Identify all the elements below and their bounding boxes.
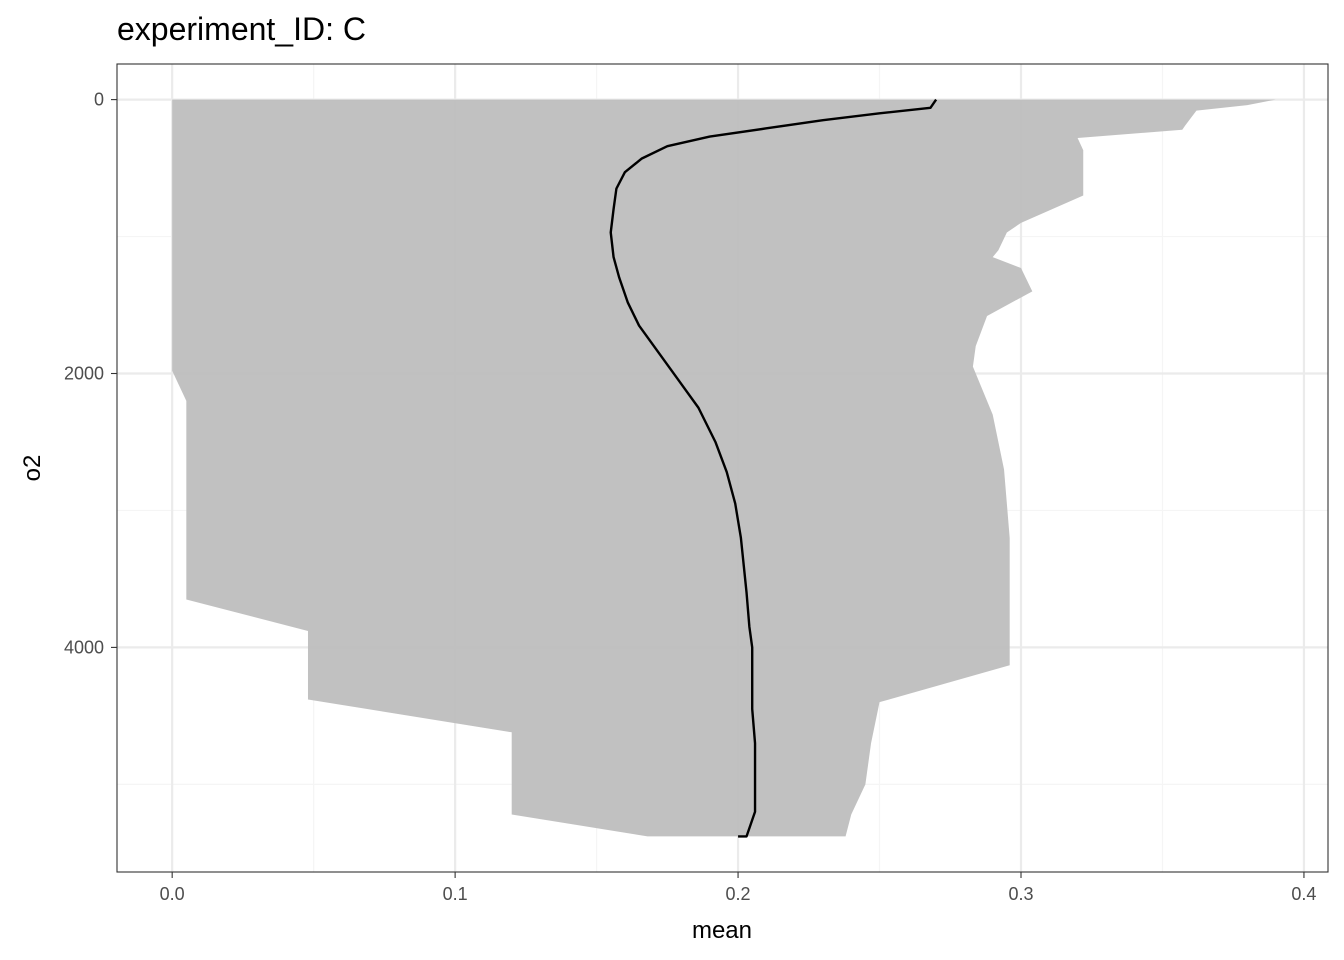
x-axis-title: mean	[692, 917, 752, 944]
y-axis-title: o2	[19, 455, 46, 482]
x-tick-label: 0.3	[1008, 884, 1033, 904]
x-axis: 0.0 0.1 0.2 0.3 0.4	[160, 872, 1316, 904]
confidence-ribbon	[172, 99, 1276, 837]
x-tick-label: 0.1	[443, 884, 468, 904]
plot-panel-border	[116, 63, 1329, 873]
y-tick-label: 4000	[64, 637, 104, 657]
y-axis: 0 2000 4000	[64, 90, 117, 657]
mean-line	[609, 98, 938, 838]
series-layer	[172, 98, 1276, 838]
x-tick-label: 0.4	[1291, 884, 1316, 904]
x-tick-label: 0.2	[726, 884, 751, 904]
chart-title: experiment_ID: C	[117, 11, 366, 47]
y-tick-label: 2000	[64, 364, 104, 384]
y-tick-label: 0	[94, 90, 104, 110]
x-tick-label: 0.0	[160, 884, 185, 904]
